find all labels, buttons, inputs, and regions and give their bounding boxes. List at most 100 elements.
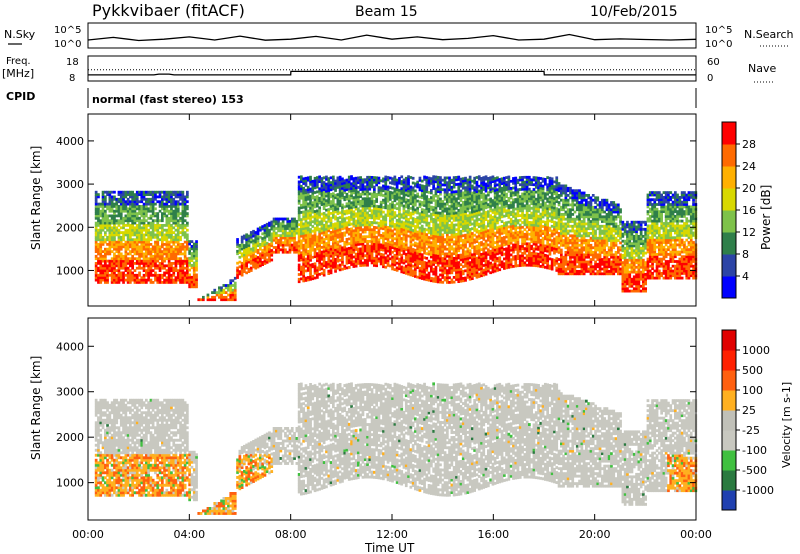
heatmap-cell	[290, 224, 294, 228]
heatmap-cell	[361, 183, 365, 186]
heatmap-cell	[361, 240, 365, 243]
heatmap-cell	[464, 245, 467, 249]
heatmap-cell	[108, 231, 112, 234]
heatmap-cell	[347, 175, 351, 179]
heatmap-cell	[306, 259, 310, 263]
heatmap-cell	[357, 231, 360, 234]
heatmap-cell	[99, 224, 103, 227]
heatmap-cell	[320, 236, 324, 240]
heatmap-cell	[343, 186, 347, 190]
heatmap-cell	[247, 239, 251, 243]
heatmap-cell	[398, 193, 401, 197]
heatmap-cell	[407, 177, 410, 181]
heatmap-cell	[359, 259, 362, 263]
heatmap-cell	[322, 226, 326, 229]
heatmap-cell	[400, 201, 404, 205]
heatmap-cell	[345, 197, 349, 201]
heatmap-cell	[135, 240, 139, 244]
heatmap-cell	[151, 190, 155, 194]
heatmap-cell	[306, 193, 310, 196]
heatmap-cell	[135, 235, 139, 239]
heatmap-cell	[104, 200, 107, 204]
heatmap-cell	[186, 228, 189, 232]
heatmap-cell	[322, 190, 326, 194]
heatmap-cell	[450, 226, 454, 230]
heatmap-cell	[154, 250, 157, 253]
heatmap-cell	[295, 222, 299, 226]
heatmap-cell	[176, 214, 180, 218]
heatmap-cell	[295, 219, 299, 223]
heatmap-cell	[243, 267, 246, 271]
heatmap-cell	[172, 250, 176, 253]
heatmap-cell	[498, 218, 502, 222]
heatmap-cell	[384, 258, 388, 262]
heatmap-cell	[446, 254, 449, 258]
heatmap-cell	[409, 271, 413, 274]
heatmap-cell	[316, 183, 319, 187]
heatmap-cell	[395, 214, 399, 218]
heatmap-cell	[477, 230, 481, 233]
heatmap-cell	[505, 252, 508, 255]
heatmap-cell	[113, 219, 116, 223]
heatmap-cell	[94, 200, 98, 204]
heatmap-cell	[389, 207, 392, 211]
heatmap-cell	[304, 179, 308, 183]
heatmap-cell	[452, 211, 456, 215]
heatmap-cell	[254, 266, 258, 270]
heatmap-cell	[115, 264, 119, 268]
heatmap-cell	[468, 206, 472, 210]
heatmap-cell	[254, 262, 258, 265]
heatmap-cell	[263, 250, 267, 253]
heatmap-cell	[386, 254, 390, 258]
heatmap-cell	[249, 235, 253, 239]
heatmap-cell	[505, 204, 508, 208]
heatmap-cell	[450, 190, 454, 194]
heatmap-cell	[147, 193, 150, 196]
heatmap-cell	[110, 281, 114, 284]
heatmap-cell	[350, 239, 353, 243]
heatmap-cell	[464, 250, 467, 254]
heatmap-cell	[359, 211, 362, 215]
heatmap-cell	[461, 191, 465, 195]
heatmap-cell	[363, 261, 367, 265]
heatmap-cell	[466, 266, 470, 270]
heatmap-cell	[281, 236, 285, 240]
heatmap-cell	[425, 275, 429, 279]
heatmap-cell	[352, 179, 356, 183]
heatmap-cell	[332, 223, 335, 226]
heatmap-cell	[357, 252, 360, 256]
heatmap-cell	[439, 176, 442, 179]
heatmap-cell	[165, 252, 169, 256]
heatmap-cell	[423, 199, 426, 203]
heatmap-cell	[482, 223, 486, 227]
heatmap-cell	[320, 186, 324, 190]
heatmap-cell	[457, 182, 461, 186]
heatmap-cell	[368, 216, 372, 220]
heatmap-cell	[375, 247, 378, 251]
heatmap-cell	[110, 200, 114, 204]
heatmap-cell	[352, 262, 356, 266]
heatmap-cell	[140, 250, 144, 253]
heatmap-cell	[142, 252, 146, 256]
heatmap-cell	[316, 235, 319, 239]
heatmap-cell	[393, 256, 397, 260]
heatmap-cell	[487, 260, 490, 263]
heatmap-cell	[409, 228, 413, 232]
heatmap-cell	[304, 262, 308, 266]
heatmap-cell	[459, 192, 463, 195]
heatmap-cell	[418, 236, 422, 239]
heatmap-cell	[115, 247, 119, 251]
heatmap-cell	[126, 197, 130, 201]
heatmap-cell	[140, 252, 144, 256]
heatmap-cell	[450, 266, 454, 270]
heatmap-cell	[181, 202, 185, 206]
heatmap-cell	[457, 256, 461, 260]
heatmap-cell	[142, 281, 146, 284]
heatmap-cell	[281, 243, 285, 247]
heatmap-cell	[300, 258, 303, 262]
heatmap-cell	[238, 255, 242, 259]
heatmap-cell	[170, 216, 173, 220]
heatmap-cell	[379, 245, 383, 249]
heatmap-cell	[101, 207, 105, 211]
heatmap-cell	[329, 202, 333, 206]
